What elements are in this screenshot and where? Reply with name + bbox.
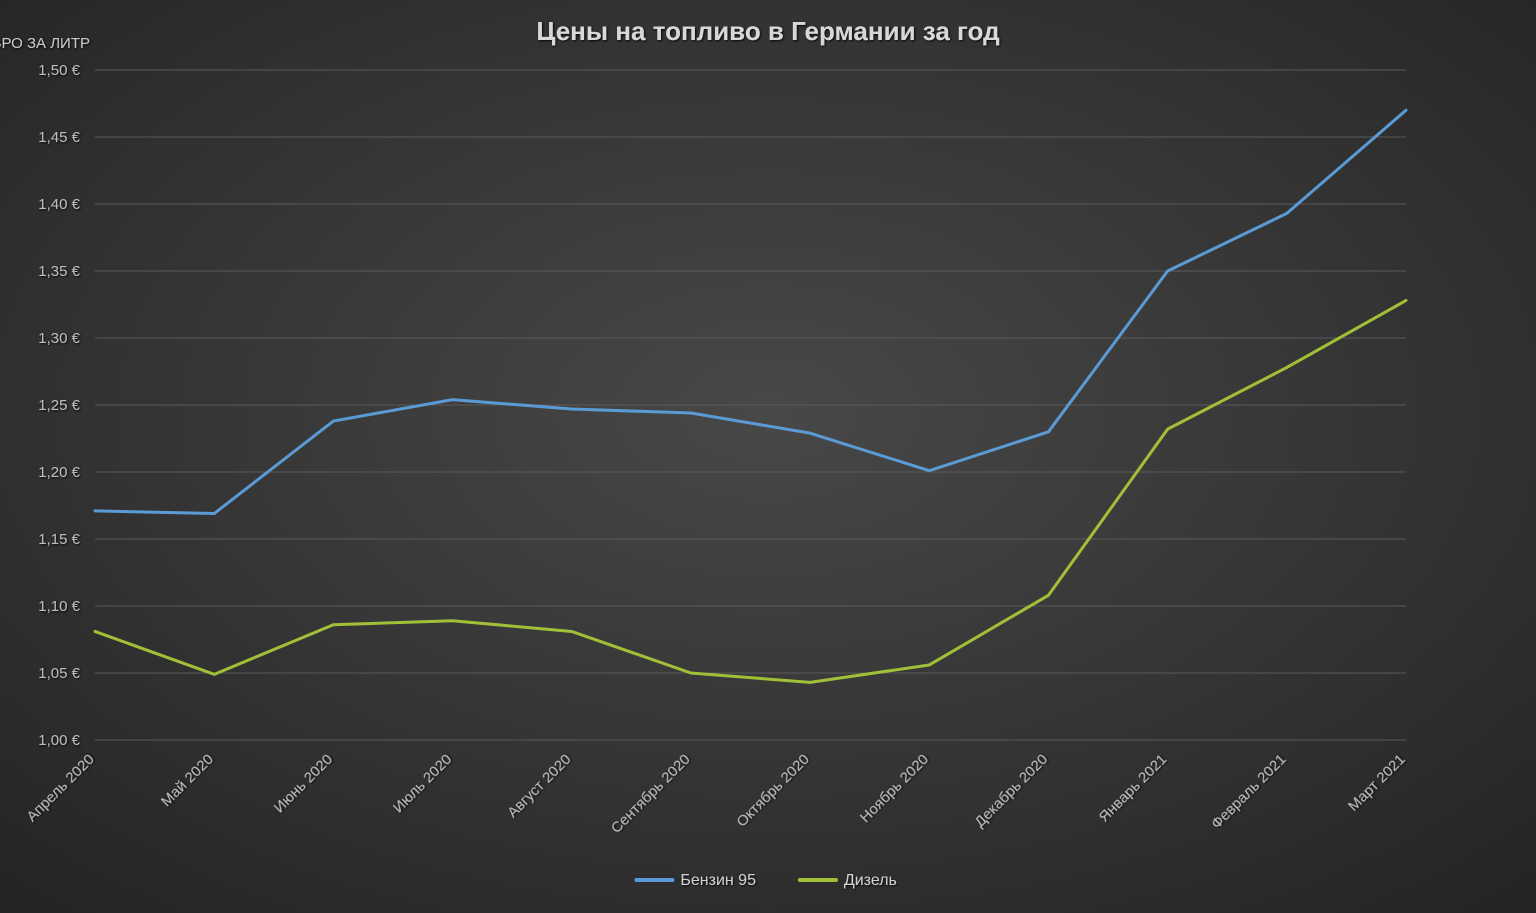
- legend-label: Бензин 95: [680, 872, 756, 889]
- fuel-price-chart: Цены на топливо в Германии за год ЕВРО ЗА…: [0, 0, 1536, 913]
- y-tick-label: 1,35 €: [38, 263, 80, 280]
- chart-title: Цены на топливо в Германии за год: [536, 16, 1000, 46]
- y-tick-label: 1,20 €: [38, 464, 80, 481]
- y-tick-label: 1,30 €: [38, 330, 80, 347]
- y-tick-label: 1,05 €: [38, 665, 80, 682]
- y-tick-label: 1,00 €: [38, 732, 80, 749]
- y-axis-label: ЕВРО ЗА ЛИТР: [0, 35, 90, 52]
- y-tick-label: 1,25 €: [38, 397, 80, 414]
- chart-svg: Цены на топливо в Германии за год ЕВРО ЗА…: [0, 0, 1536, 913]
- y-tick-label: 1,45 €: [38, 129, 80, 146]
- y-tick-label: 1,40 €: [38, 196, 80, 213]
- y-tick-label: 1,50 €: [38, 62, 80, 79]
- y-tick-label: 1,10 €: [38, 598, 80, 615]
- legend-label: Дизель: [844, 872, 897, 889]
- y-tick-label: 1,15 €: [38, 531, 80, 548]
